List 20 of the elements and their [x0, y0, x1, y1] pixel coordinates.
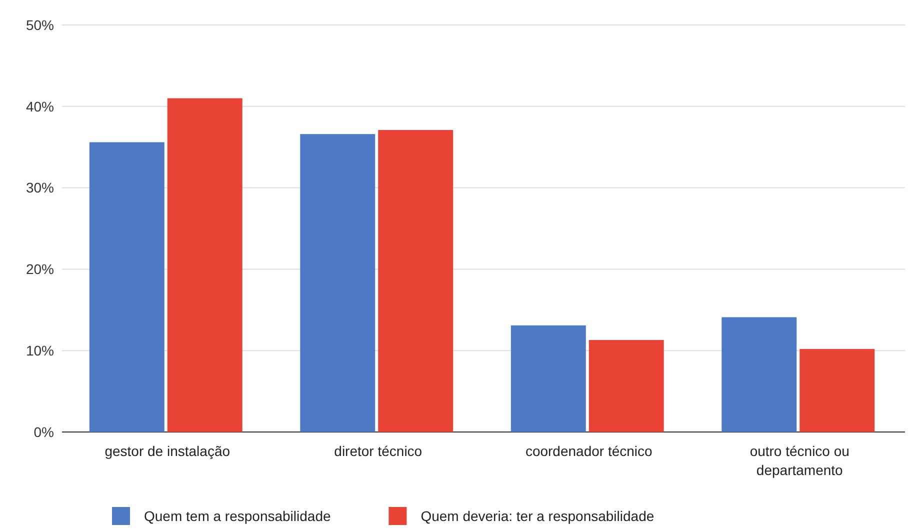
legend-label: Quem tem a responsabilidade	[144, 508, 331, 524]
x-tick-label: gestor de instalação	[104, 443, 230, 459]
bar	[167, 98, 242, 432]
x-tick-label: coordenador técnico	[525, 443, 653, 459]
y-tick-label: 50%	[26, 16, 54, 33]
bar	[800, 348, 875, 432]
bar	[300, 134, 376, 432]
y-tick-label: 40%	[26, 98, 54, 114]
bar	[378, 130, 454, 432]
x-tick-label: diretor técnico	[334, 443, 422, 459]
bar	[510, 325, 586, 432]
y-tick-label: 20%	[26, 261, 54, 278]
y-tick-label: 0%	[34, 424, 54, 440]
legend-label: Quem deveria: ter a responsabilidade	[420, 508, 654, 524]
bar	[89, 142, 164, 432]
bar	[588, 340, 664, 432]
y-tick-label: 30%	[26, 180, 54, 196]
bar	[722, 317, 797, 432]
x-tick-label: outro técnico ou departamento	[750, 443, 850, 478]
y-tick-label: 10%	[26, 342, 54, 358]
